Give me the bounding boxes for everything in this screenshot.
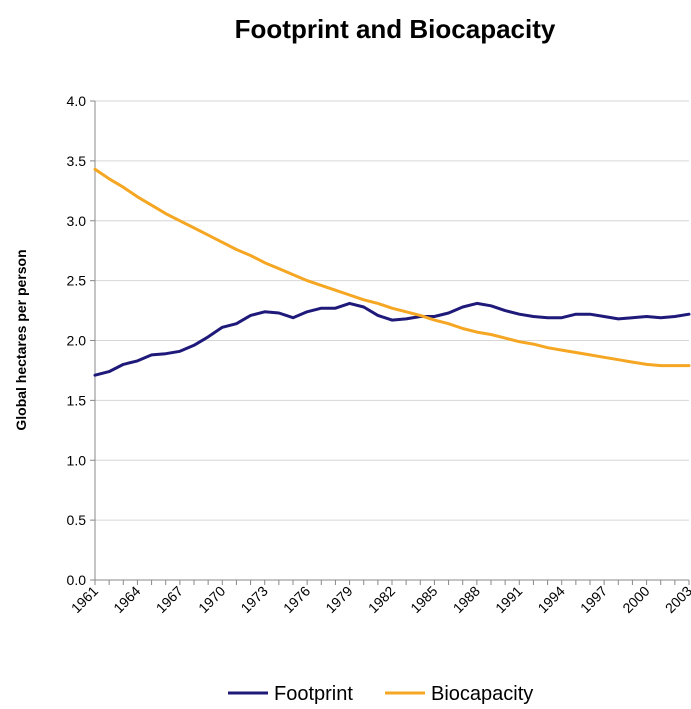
chart-title: Footprint and Biocapacity [235, 14, 556, 44]
gridlines [95, 100, 689, 521]
y-tick-label: 1.5 [67, 392, 87, 408]
legend-label-biocapacity: Biocapacity [431, 683, 533, 705]
y-tick-labels: 0.0 0.5 1.0 1.5 2.0 2.5 3.0 3.5 4.0 [67, 93, 95, 588]
x-tick-label: 1973 [237, 583, 270, 616]
x-tick-label: 1967 [153, 583, 186, 616]
y-tick-label: 2.5 [67, 273, 87, 289]
y-tick-label: 3.5 [67, 153, 87, 169]
x-tick-label: 1979 [322, 583, 355, 616]
x-tick-label: 1970 [195, 583, 228, 616]
series-line-biocapacity [93, 167, 691, 368]
series-line-footprint [93, 301, 691, 377]
y-tick-label: 0.5 [67, 512, 87, 528]
x-tick-label: 2003 [662, 583, 691, 616]
y-tick-label: 1.0 [67, 452, 87, 468]
y-tick-label: 2.0 [67, 333, 87, 349]
y-tick-label: 3.0 [67, 213, 87, 229]
x-tick-label: 1985 [407, 583, 440, 616]
x-tick-labels: 1961 1964 1967 1970 1973 1976 1979 1982 1985 1988… [68, 580, 691, 616]
x-tick-label: 1994 [534, 583, 567, 616]
y-axis-label: Global hectares per person [13, 249, 29, 430]
axes [94, 101, 689, 581]
x-tick-label: 1991 [492, 583, 525, 616]
series-lines [93, 167, 691, 377]
y-tick-label: 0.0 [67, 572, 87, 588]
y-tick-label: 4.0 [67, 93, 87, 109]
legend-label-footprint: Footprint [274, 683, 353, 705]
legend: Footprint Biocapacity [228, 683, 533, 705]
x-tick-label: 1982 [365, 583, 398, 616]
x-tick-label: 1964 [110, 583, 143, 616]
x-tick-label: 1997 [577, 583, 610, 616]
x-tick-label: 1988 [450, 583, 483, 616]
x-tick-label: 1976 [280, 583, 313, 616]
x-tick-label: 2000 [619, 583, 652, 616]
